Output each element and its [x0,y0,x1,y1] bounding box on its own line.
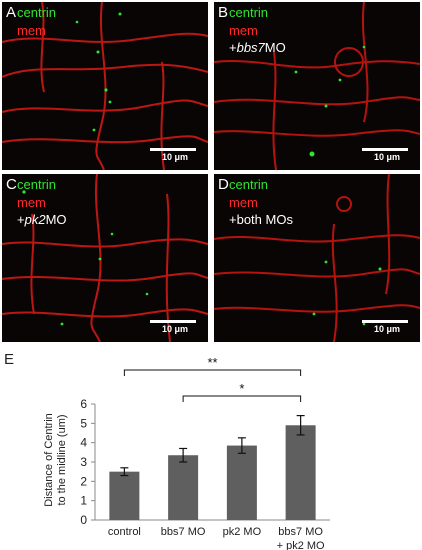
scale-bar [362,148,408,151]
y-tick-label: 5 [80,416,87,430]
centrin-label: centrin [229,177,269,192]
mem-label: mem [229,23,258,38]
mem-label: mem [17,23,46,38]
scale-bar [150,320,196,323]
mem-label: mem [17,195,46,210]
membrane-image [214,174,420,342]
membrane-image [2,2,208,170]
micrograph-panel-c: C centrin mem +pk2MO 10 μm [2,174,208,342]
x-tick-label: control [108,526,141,538]
significance-label: * [239,381,244,396]
scale-bar-label: 10 μm [373,152,401,162]
scale-bar-label: 10 μm [161,324,189,334]
scale-bar-label: 10 μm [161,152,189,162]
condition-label: +both MOs [229,212,293,227]
panel-letter: C [6,176,17,193]
x-tick-label: bbs7 MO [278,526,323,538]
x-tick-label: + pk2 MO [277,540,325,550]
centrin-label: centrin [17,177,57,192]
membrane-image [214,2,420,170]
panel-letter: E [4,351,14,368]
panel-letter: A [6,4,17,21]
scale-bar-label: 10 μm [373,324,401,334]
bar [109,471,140,520]
y-tick-label: 6 [80,397,87,411]
panel-letter: D [218,176,229,193]
centrin-label: centrin [229,5,269,20]
y-tick-label: 0 [80,513,87,527]
significance-bracket [182,395,302,402]
x-tick-label: pk2 MO [223,526,262,538]
bar [226,445,257,520]
y-tick-label: 1 [80,494,87,508]
micrograph-panel-d: D centrin mem +both MOs 10 μm [214,174,420,342]
micrograph-panel-b: B centrin mem +bbs7MO 10 μm [214,2,420,170]
micrograph-panel-a: A centrin mem 10 μm [2,2,208,170]
membrane-image [2,174,208,342]
y-axis-label-line: Distance of Centrin [43,413,55,507]
significance-label: ** [207,355,217,370]
mem-label: mem [229,195,258,210]
y-axis-label-line: to the midline (um) [56,414,68,505]
bar [285,425,316,520]
bar-chart: E Distance of Centrin to the midline (um)… [4,351,330,550]
scale-bar [362,320,408,323]
x-tick-label: bbs7 MO [161,526,206,538]
y-tick-label: 4 [80,436,87,450]
condition-label: +pk2MO [17,212,67,227]
y-axis-label: Distance of Centrin to the midline (um) [43,413,68,507]
y-tick-label: 2 [80,474,87,488]
bar [168,455,199,520]
panel-letter: B [218,4,229,21]
significance-bracket [123,369,302,376]
y-tick-label: 3 [80,455,87,469]
centrin-label: centrin [17,5,57,20]
scale-bar [150,148,196,151]
condition-label: +bbs7MO [229,40,286,55]
